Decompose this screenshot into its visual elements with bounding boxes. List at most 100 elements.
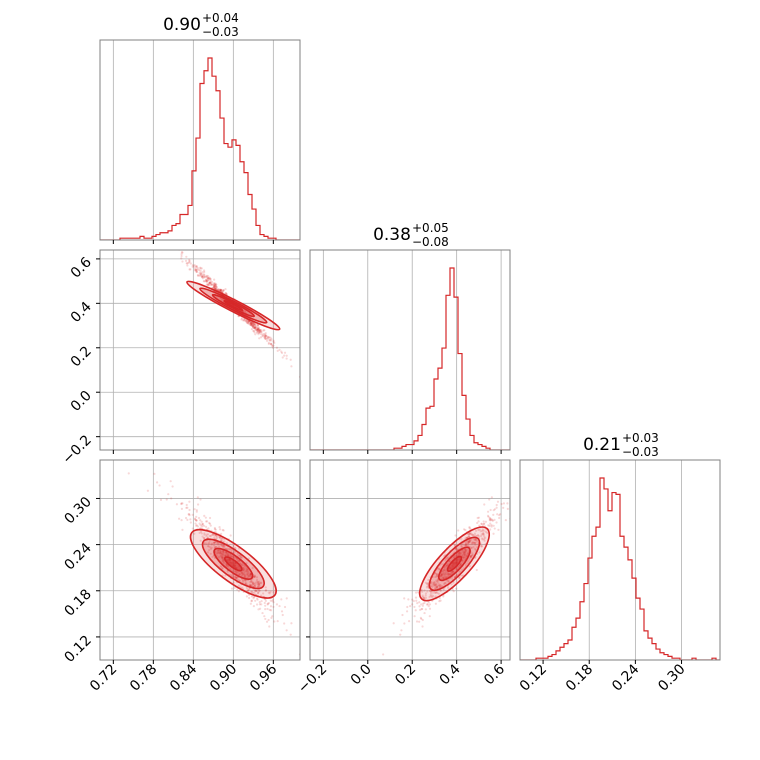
sample-point <box>443 568 446 572</box>
sample-point <box>490 496 493 499</box>
sample-point <box>257 328 260 331</box>
sample-point <box>459 570 462 573</box>
sample-point <box>458 577 461 580</box>
sample-point <box>250 324 253 327</box>
sample-point <box>260 328 263 332</box>
sample-point <box>481 528 484 531</box>
sample-point <box>266 602 269 605</box>
sample-point <box>211 555 214 558</box>
sample-point <box>462 551 466 554</box>
sample-point <box>477 520 480 523</box>
sample-point <box>260 581 263 584</box>
sample-point <box>429 590 432 593</box>
sample-point <box>250 322 254 325</box>
sample-point <box>265 337 268 341</box>
sample-point <box>464 543 467 546</box>
sample-point <box>470 542 474 545</box>
sample-point <box>214 283 217 287</box>
sample-point <box>222 556 225 559</box>
sample-point <box>458 552 461 555</box>
sample-point <box>167 493 170 496</box>
sample-point <box>194 522 197 525</box>
sample-point <box>489 508 492 512</box>
sample-point <box>196 503 200 506</box>
sample-point <box>280 610 284 613</box>
sample-point <box>488 519 491 522</box>
sample-point <box>237 554 240 557</box>
sample-point <box>205 280 208 283</box>
sample-point <box>462 553 465 556</box>
sample-point <box>426 584 429 588</box>
sample-point <box>218 545 221 548</box>
hist-step-line <box>520 477 720 660</box>
sample-point <box>255 324 258 327</box>
sample-point <box>434 583 437 586</box>
sample-point <box>263 332 266 336</box>
sample-point <box>193 263 196 267</box>
sample-point <box>253 322 256 326</box>
x-tick-label: 0.78 <box>127 661 160 694</box>
sample-point <box>230 587 234 590</box>
sample-point <box>451 588 454 591</box>
x-tick-label: 0.0 <box>348 661 375 688</box>
sample-point <box>234 570 237 573</box>
sample-point <box>195 265 198 268</box>
sample-point <box>242 573 245 576</box>
sample-point <box>254 589 258 592</box>
sample-point <box>238 573 241 576</box>
y-tick-label: 0.0 <box>68 388 95 415</box>
sample-point <box>442 595 445 598</box>
param-title-minus: −0.03 <box>202 25 239 39</box>
sample-point <box>189 262 192 265</box>
sample-point <box>267 341 270 344</box>
sample-point <box>442 571 445 574</box>
sample-point <box>460 544 463 547</box>
sample-point <box>244 569 248 573</box>
sample-point <box>451 570 454 573</box>
sample-point <box>214 287 217 290</box>
sample-point <box>256 329 260 332</box>
sample-point <box>193 518 197 521</box>
sample-point <box>403 622 406 625</box>
sample-point <box>506 502 509 505</box>
sample-point <box>486 510 490 513</box>
sample-point <box>229 554 232 558</box>
sample-point <box>213 285 216 288</box>
sample-point <box>257 591 260 594</box>
sample-point <box>245 582 248 585</box>
sample-point <box>428 595 431 599</box>
sample-point <box>463 553 466 556</box>
sample-point <box>221 567 224 570</box>
sample-point <box>213 284 216 287</box>
sample-point <box>199 271 202 275</box>
sample-point <box>269 342 272 345</box>
sample-point <box>209 281 212 284</box>
sample-point <box>264 337 267 340</box>
param-title-median: 0.38 <box>373 225 411 245</box>
sample-point <box>472 534 475 537</box>
sample-point <box>489 522 492 525</box>
sample-point <box>171 485 174 488</box>
sample-point <box>416 601 419 605</box>
sample-point <box>481 538 484 541</box>
sample-point <box>271 599 274 603</box>
sample-point <box>200 525 203 528</box>
sample-point <box>484 530 487 533</box>
sample-point <box>256 598 259 601</box>
sample-point <box>200 267 203 270</box>
sample-point <box>440 562 443 565</box>
sample-point <box>252 323 256 326</box>
sample-point <box>201 276 204 279</box>
sample-point <box>474 538 477 541</box>
sample-point <box>214 528 217 531</box>
sample-point <box>203 524 206 527</box>
sample-point <box>461 560 464 563</box>
sample-point <box>257 331 261 334</box>
sample-point <box>203 514 206 517</box>
sample-point <box>434 602 437 605</box>
sample-point <box>255 580 258 583</box>
sample-point <box>444 575 447 578</box>
sample-point <box>474 538 477 542</box>
sample-point <box>253 326 256 329</box>
sample-point <box>195 270 198 274</box>
